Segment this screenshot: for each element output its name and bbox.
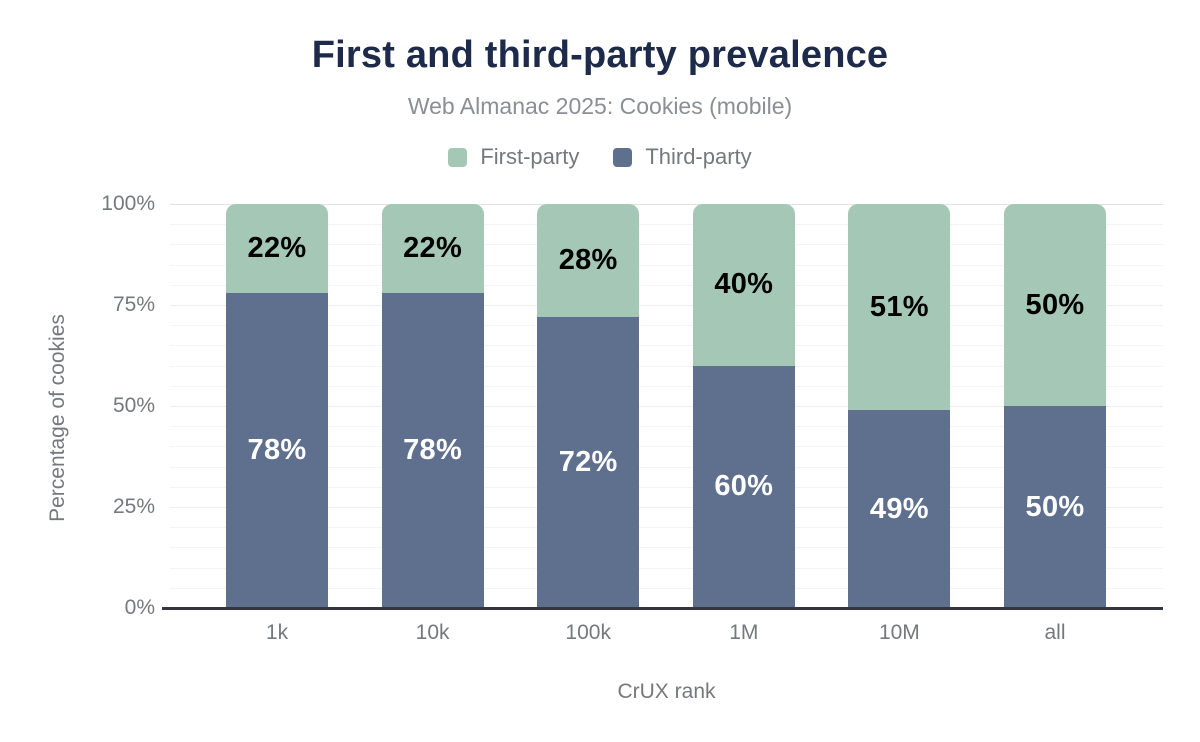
bar-value-third-party-100k: 72% — [558, 446, 618, 479]
gridline-80 — [170, 284, 1163, 286]
bar-segment-first-party-10k[interactable]: 22% — [381, 204, 484, 293]
legend-item-third-party[interactable]: Third-party — [613, 144, 752, 170]
bar-value-third-party-1m: 60% — [714, 470, 774, 503]
x-tick-1m: 1M — [729, 621, 759, 644]
x-tick-all: all — [1044, 621, 1066, 644]
x-axis-line — [162, 607, 1163, 610]
bar-value-first-party-1k: 22% — [247, 231, 307, 264]
gridline-50 — [170, 406, 1163, 407]
chart-title: First and third-party prevalence — [311, 34, 889, 76]
bar-segment-first-party-10m[interactable]: 51% — [848, 204, 951, 411]
x-axis-title: CrUX rank — [617, 680, 716, 703]
chart-subtitle: Web Almanac 2025: Cookies (mobile) — [407, 93, 793, 119]
bar-segment-third-party-1m[interactable]: 60% — [692, 365, 795, 608]
gridline-10 — [170, 567, 1163, 569]
bar-segment-third-party-1k[interactable]: 78% — [226, 292, 328, 608]
y-tick-75: 75% — [112, 293, 155, 316]
legend: First-party Third-party — [0, 144, 1200, 170]
legend-label: Third-party — [645, 144, 752, 169]
gridline-20 — [170, 527, 1163, 529]
gridline-40 — [170, 446, 1163, 448]
y-tick-0: 0% — [124, 596, 155, 619]
gridline-75 — [170, 305, 1163, 306]
plot-area: 78% 22% 78% 22% 72% 28% 60% 40% 49% 51% 50% 50% — [170, 204, 1163, 608]
gridline-95 — [170, 224, 1163, 226]
bar-segment-first-party-1k[interactable]: 22% — [226, 204, 328, 293]
bar-segment-first-party-1m[interactable]: 40% — [692, 204, 795, 366]
y-tick-50: 50% — [112, 394, 155, 417]
x-tick-100k: 100k — [565, 621, 611, 644]
gridline-45 — [170, 426, 1163, 428]
legend-label: First-party — [480, 144, 580, 169]
gridline-35 — [170, 466, 1163, 468]
bar-segment-third-party-100k[interactable]: 72% — [537, 317, 640, 608]
bar-value-third-party-all: 50% — [1025, 490, 1085, 523]
x-tick-1k: 1k — [265, 621, 289, 644]
bar-value-third-party-10k: 78% — [403, 433, 463, 466]
bar-value-first-party-10m: 51% — [869, 290, 929, 323]
bar-value-third-party-10m: 49% — [869, 492, 929, 525]
bar-segment-third-party-10m[interactable]: 49% — [848, 410, 951, 608]
legend-swatch-first-party — [448, 147, 468, 167]
bar-segment-first-party-all[interactable]: 50% — [1004, 204, 1106, 406]
gridline-15 — [170, 547, 1163, 549]
gridline-85 — [170, 264, 1163, 266]
x-tick-10m: 10M — [878, 621, 920, 644]
gridline-55 — [170, 385, 1163, 387]
x-tick-10k: 10k — [415, 621, 450, 644]
legend-swatch-third-party — [613, 147, 633, 167]
bar-value-third-party-1k: 78% — [247, 433, 307, 466]
gridline-5 — [170, 587, 1163, 589]
legend-item-first-party[interactable]: First-party — [448, 144, 579, 170]
gridline-100 — [170, 204, 1163, 205]
bar-segment-third-party-10k[interactable]: 78% — [381, 292, 484, 608]
bar-segment-first-party-100k[interactable]: 28% — [537, 204, 640, 318]
bar-value-first-party-10k: 22% — [403, 231, 463, 264]
gridline-25 — [170, 507, 1163, 508]
y-tick-25: 25% — [112, 495, 155, 518]
gridline-30 — [170, 486, 1163, 488]
bar-value-first-party-1m: 40% — [714, 268, 774, 301]
gridline-70 — [170, 325, 1163, 327]
gridline-60 — [170, 365, 1163, 367]
bar-value-first-party-all: 50% — [1025, 288, 1085, 321]
gridline-65 — [170, 345, 1163, 347]
bar-value-first-party-100k: 28% — [558, 244, 618, 277]
bar-segment-third-party-all[interactable]: 50% — [1004, 406, 1106, 608]
y-tick-100: 100% — [101, 192, 155, 215]
gridline-90 — [170, 244, 1163, 246]
